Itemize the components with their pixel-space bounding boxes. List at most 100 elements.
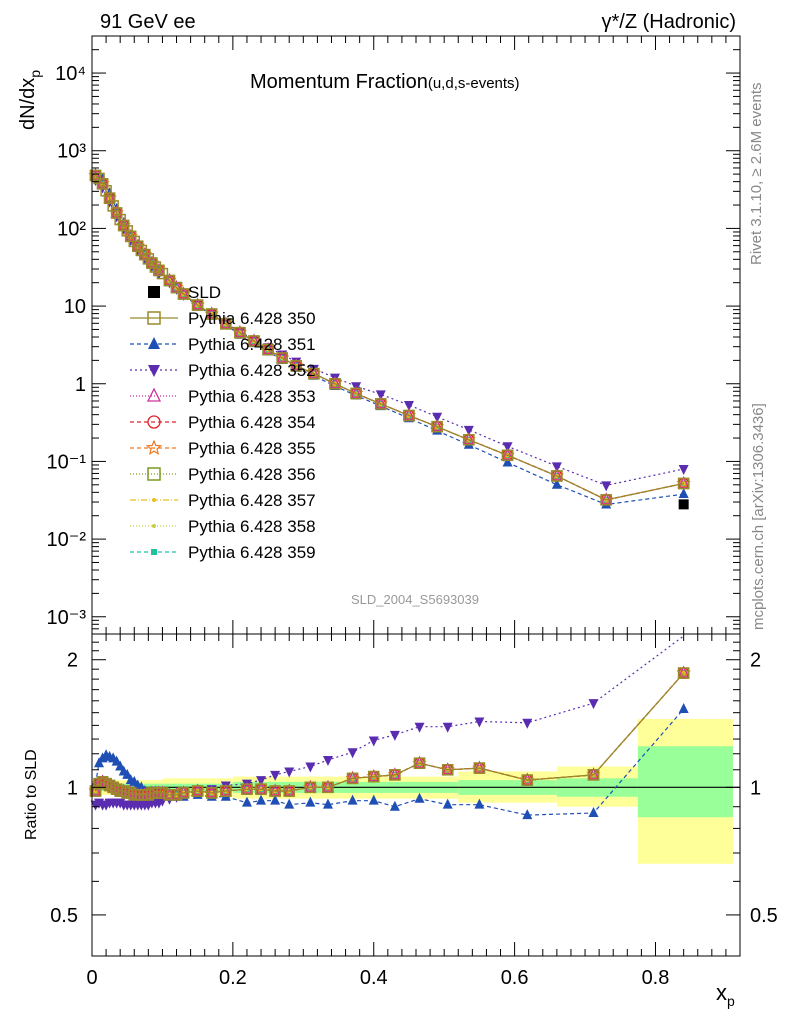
legend-label-7: Pythia 6.428 356 — [188, 465, 316, 484]
ratio-point-1 — [367, 770, 380, 783]
ratio-point-2 — [322, 798, 333, 809]
ratio-point-4 — [240, 781, 254, 794]
series-point-1 — [135, 244, 148, 257]
ratio-point-2 — [474, 798, 485, 809]
ratio-point-1 — [163, 789, 176, 801]
x-tick-label: 0 — [86, 967, 97, 989]
series-point-3 — [375, 390, 386, 401]
series-point-3 — [551, 462, 562, 473]
ratio-y-tick-label: 0.5 — [50, 905, 78, 927]
series-point-4 — [163, 273, 176, 286]
series-point-1 — [107, 200, 119, 212]
legend-marker-7 — [147, 467, 161, 481]
series-point-1 — [177, 288, 190, 300]
ratio-point-2 — [389, 800, 400, 811]
y-tick-label: 10⁻³ — [47, 607, 87, 629]
ratio-point-4 — [191, 783, 204, 796]
series-line-2 — [95, 174, 684, 506]
ratio-point-1 — [389, 769, 401, 781]
series-point-1 — [170, 281, 183, 294]
series-line-1 — [95, 175, 684, 501]
series-point-1 — [100, 185, 112, 197]
series-line-5 — [95, 175, 684, 501]
x-tick-label: 0.4 — [360, 967, 388, 989]
legend-marker-5 — [147, 415, 161, 429]
ratio-point-1 — [473, 762, 486, 774]
ratio-point-3 — [305, 762, 316, 773]
series-point-1 — [234, 326, 246, 339]
series-point-3 — [678, 464, 689, 475]
ratio-point-1 — [89, 785, 102, 797]
legend-label-1: Pythia 6.428 350 — [188, 309, 316, 328]
series-point-3 — [502, 442, 513, 453]
legend-marker-2 — [148, 337, 160, 349]
series-line-10 — [95, 175, 684, 501]
series-point-1 — [156, 267, 169, 280]
y-tick-label: 10 — [64, 296, 86, 318]
ratio-point-4 — [473, 760, 486, 773]
y-tick-label: 10³ — [57, 141, 86, 163]
series-point-2 — [678, 488, 689, 499]
ratio-point-4 — [205, 785, 218, 798]
series-point-1 — [501, 449, 514, 462]
ratio-point-4 — [269, 783, 282, 796]
legend-marker-8 — [152, 498, 156, 502]
legend-marker-4 — [146, 387, 162, 402]
ratio-point-2 — [588, 806, 599, 817]
ratio-point-2 — [284, 798, 295, 809]
ratio-point-3 — [284, 767, 295, 778]
ratio-point-1 — [322, 781, 334, 794]
series-point-1 — [163, 274, 176, 287]
ratio-point-3 — [414, 722, 425, 733]
series-point-1 — [220, 318, 232, 330]
ratio-point-3 — [256, 776, 267, 787]
legend-marker-0 — [148, 286, 160, 298]
header-right: γ*/Z (Hadronic) — [602, 11, 736, 33]
ratio-point-4 — [219, 783, 232, 796]
y-tick-label: 10⁻² — [47, 529, 87, 551]
ratio-point-1 — [191, 785, 204, 797]
series-point-1 — [153, 264, 165, 277]
series-point-1 — [205, 308, 218, 320]
series-point-3 — [403, 401, 414, 412]
y-axis-label: dN/dxp — [17, 70, 43, 130]
legend-marker-6 — [145, 439, 163, 455]
ratio-point-3 — [442, 722, 453, 733]
ratio-point-2 — [347, 794, 358, 805]
legend-label-6: Pythia 6.428 355 — [188, 439, 316, 458]
ratio-point-1 — [255, 783, 267, 795]
ratio-point-2 — [305, 796, 316, 807]
y-tick-label: 10⁴ — [55, 63, 86, 85]
ratio-point-1 — [587, 769, 600, 781]
ratio-point-1 — [346, 772, 359, 785]
ratio-y-tick-label: 2 — [67, 650, 78, 672]
ratio-point-3 — [389, 730, 400, 741]
data-point-sld — [678, 499, 689, 510]
series-point-1 — [149, 261, 162, 273]
ratio-point-4 — [413, 755, 426, 768]
ratio-point-2 — [414, 792, 425, 803]
ratio-point-3 — [368, 736, 379, 747]
series-point-1 — [248, 335, 260, 347]
ratio-point-4 — [254, 781, 268, 794]
ratio-point-2 — [241, 796, 252, 807]
legend-label-9: Pythia 6.428 358 — [188, 517, 316, 536]
ratio-point-3 — [588, 699, 599, 710]
ratio-point-2 — [522, 809, 533, 820]
series-point-1 — [89, 169, 102, 182]
ratio-point-3 — [347, 748, 358, 759]
series-point-1 — [142, 253, 155, 265]
ratio-point-2 — [256, 794, 267, 805]
legend-label-0: SLD — [188, 283, 221, 302]
chart-series — [88, 167, 691, 820]
legend-marker-3 — [148, 365, 160, 377]
series-point-1 — [551, 470, 563, 482]
series-point-1 — [191, 299, 204, 311]
ratio-point-1 — [177, 787, 190, 799]
ratio-point-2 — [368, 794, 379, 805]
ratio-y-tick-label: 2 — [750, 650, 761, 672]
y-tick-label: 10⁻¹ — [47, 451, 87, 473]
series-point-4 — [191, 297, 204, 310]
ratio-point-4 — [89, 783, 102, 796]
